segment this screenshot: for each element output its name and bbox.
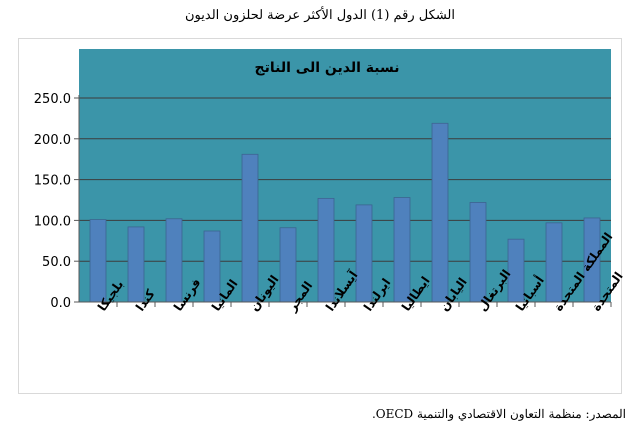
bar [545, 222, 563, 303]
figure-caption: الشكل رقم (1) الدول الأكثر عرضة لحلزون ا… [184, 8, 455, 23]
y-tick-label: 150.0 [34, 174, 71, 189]
bar [279, 227, 297, 303]
y-tick-label: 100.0 [34, 214, 71, 229]
y-tick-label: 200.0 [34, 133, 71, 148]
chart-title: نسبة الدين الى الناتج [255, 60, 400, 76]
plot-area [79, 49, 611, 302]
bar [355, 204, 373, 303]
chart-frame: 0.0 50.0 100.0 150.0 200.0 250.0 بلجيكا كندا فر… [18, 38, 623, 394]
bar [89, 219, 107, 303]
bar [127, 226, 145, 303]
bar [393, 197, 411, 303]
y-tick-label: 0.0 [50, 296, 71, 311]
bar [469, 202, 487, 303]
bar [317, 197, 335, 303]
source-note: المصدر: منظمة التعاون الاقتصادي والتنمية… [371, 407, 626, 421]
bar [165, 218, 183, 303]
y-tick-label: 250.0 [34, 92, 71, 107]
y-tick-labels: 0.0 50.0 100.0 150.0 200.0 250.0 [34, 92, 71, 311]
bar [431, 122, 449, 303]
y-tick-label: 50.0 [42, 255, 71, 270]
bar [241, 153, 259, 303]
bar [203, 230, 221, 303]
